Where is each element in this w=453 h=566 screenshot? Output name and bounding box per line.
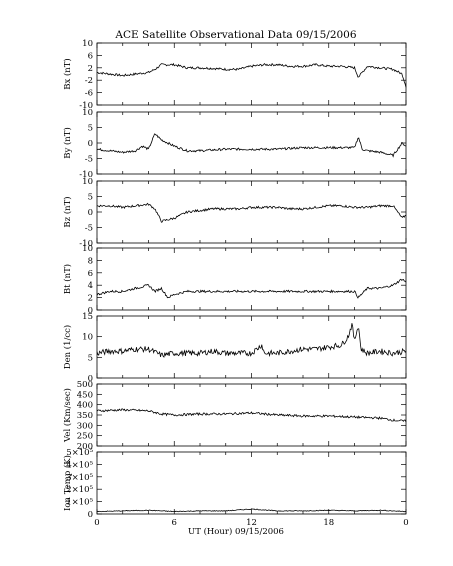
y-tick-label: 6 [88,269,93,279]
panel-frame [96,180,407,244]
series-line [96,202,407,223]
y-tick-label: 2×10⁵ [66,485,93,495]
series-line [96,133,407,158]
y-tick-label: 350 [77,411,93,421]
y-tick-label: 250 [77,432,93,442]
y-tick-label: 8 [88,256,93,266]
y-tick-label: 10 [82,333,93,343]
panel-frame [96,247,407,311]
y-tick-label: 0 [88,139,93,149]
y-axis-label: Bx (nT) [62,58,73,90]
y-tick-label: -5 [85,155,93,165]
y-tick-label: 0 [88,208,93,218]
y-tick-label: 1×10⁵ [66,498,93,508]
y-tick-label: 5×10⁵ [66,448,93,458]
y-axis-label: Den (1/cc) [62,325,73,369]
y-axis-label: Bz (nT) [62,196,73,227]
y-tick-label: 2 [88,64,93,74]
panel-1: 10 5 0 -5 -10 By (nT) [62,108,407,180]
series-line [96,323,407,358]
x-axis-label: UT (Hour) 09/15/2006 [188,526,284,537]
y-tick-label: 10 [82,108,93,118]
y-tick-label: 5 [88,193,93,203]
y-tick-label: 4×10⁵ [66,460,93,470]
panel-3: 10 8 6 4 2 0 Bt (nT) [62,244,407,316]
y-tick-label: -10 [79,170,93,180]
y-tick-label: -6 [85,89,93,99]
y-tick-label: 5 [88,353,93,363]
y-tick-label: 300 [77,421,93,431]
series-line [96,508,407,513]
y-tick-label: -5 [85,224,93,234]
y-tick-label: 10 [82,39,93,49]
x-tick-label: 12 [246,518,257,528]
panel-frame [96,451,407,515]
y-tick-label: 10 [82,177,93,187]
y-tick-label: 0 [88,510,93,520]
x-tick-label: 6 [172,518,177,528]
y-tick-label: 15 [82,312,93,322]
y-tick-label: -10 [79,101,93,111]
y-tick-label: -10 [79,239,93,249]
x-axis: 0 6 12 18 0 [94,518,408,528]
y-tick-label: 200 [77,442,93,452]
x-tick-label: 0 [94,518,99,528]
panels: 10 6 2 -2 -6 -10 Bx (nT) 10 5 0 -5 -10 By (nT) 10 5 0 -5… [62,39,407,520]
x-tick-label: 0 [403,518,408,528]
panel-0: 10 6 2 -2 -6 -10 Bx (nT) [62,39,407,111]
y-tick-label: -2 [85,76,93,86]
panel-frame [96,383,407,447]
y-axis-label: By (nT) [62,127,73,159]
y-tick-label: 0 [88,374,93,384]
panel-4: 15 10 5 0 Den (1/cc) [62,312,407,384]
panel-frame [96,42,407,106]
y-tick-label: 500 [77,380,93,390]
panel-6: 5×10⁵ 4×10⁵ 3×10⁵ 2×10⁵ 1×10⁵ 0 Ion Temp (K) [62,448,407,520]
panel-2: 10 5 0 -5 -10 Bz (nT) [62,177,407,249]
panel-frame [96,111,407,175]
y-tick-label: 10 [82,244,93,254]
y-tick-label: 400 [77,401,93,411]
chart-title: ACE Satellite Observational Data 09/15/2… [114,29,356,41]
series-line [96,62,407,88]
y-axis-label: Ion Temp (K) [62,455,73,511]
y-tick-label: 0 [88,306,93,316]
y-tick-label: 2 [88,294,93,304]
x-tick-label: 18 [323,518,334,528]
y-axis-label: Bt (nT) [62,264,73,294]
y-tick-label: 3×10⁵ [66,473,93,483]
y-tick-label: 6 [88,51,93,61]
y-axis-label: Vel (Km/sec) [62,388,73,443]
panel-frame [96,315,407,379]
series-line [96,408,407,423]
y-tick-label: 5 [88,124,93,134]
y-tick-label: 4 [88,281,93,291]
y-tick-label: 450 [77,390,93,400]
series-line [96,278,407,299]
